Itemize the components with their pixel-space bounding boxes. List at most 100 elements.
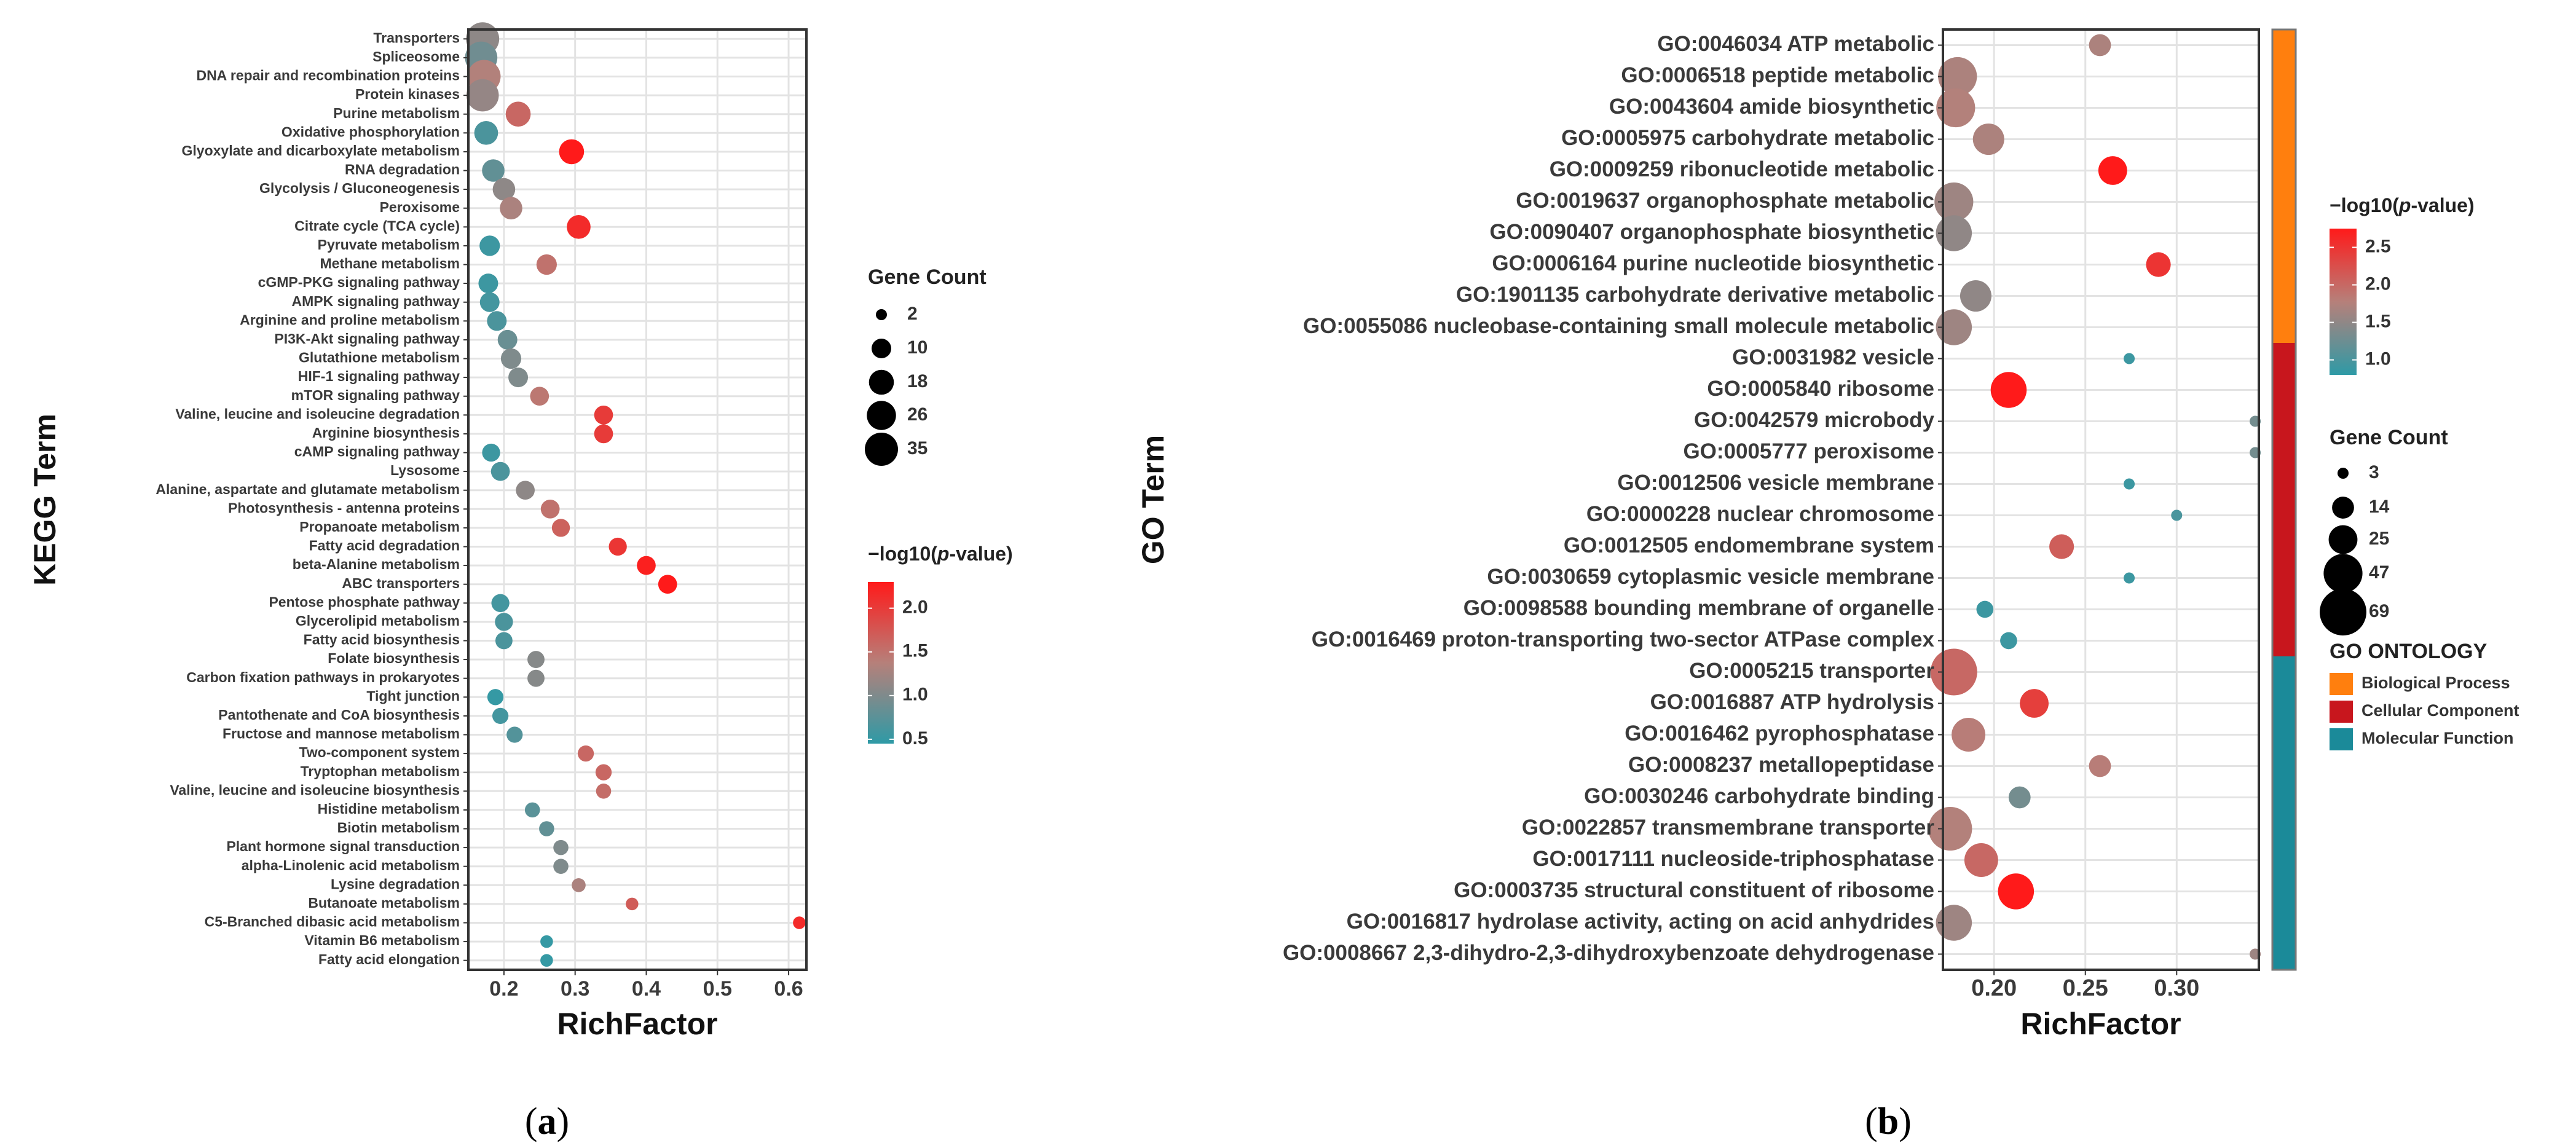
y-tick-label: GO:1901135 carbohydrate derivative metab… xyxy=(1456,283,1934,307)
data-point xyxy=(1934,182,1974,222)
data-point xyxy=(1936,905,1972,941)
colorbar-tick-label: 1.5 xyxy=(2365,311,2391,331)
y-tick-label: GO:0090407 organophosphate biosynthetic xyxy=(1490,220,1935,244)
data-point xyxy=(474,120,498,145)
colorbar-tick-label: 2.0 xyxy=(902,597,928,618)
colorbar-tick-label: 1.0 xyxy=(902,685,928,705)
ontology-bar-segment xyxy=(2272,29,2296,343)
y-tick-label: GO:0012506 vesicle membrane xyxy=(1617,471,1934,495)
colorbar-tick-label: 1.5 xyxy=(902,641,928,661)
data-point xyxy=(1928,806,1972,851)
data-point xyxy=(539,821,554,836)
data-point xyxy=(1976,600,1994,618)
x-tick-label: 0.6 xyxy=(774,977,803,1001)
data-point xyxy=(492,707,509,725)
size-legend-dot xyxy=(2332,497,2354,519)
colorbar-tick-label: 1.0 xyxy=(2365,349,2391,369)
y-tick-label: HIF-1 signaling pathway xyxy=(298,368,460,384)
x-tick-label: 0.5 xyxy=(703,977,732,1001)
y-tick-label: GO:0046034 ATP metabolic xyxy=(1657,32,1934,56)
data-point xyxy=(577,745,594,762)
data-point xyxy=(2146,252,2171,277)
y-tick-label: Pantothenate and CoA biosynthesis xyxy=(218,707,460,723)
data-point xyxy=(2124,572,2135,584)
size-legend-dot xyxy=(867,401,896,430)
y-tick-label: Propanoate metabolism xyxy=(299,519,460,535)
data-point xyxy=(2020,689,2049,718)
size-legend-title: Gene Count xyxy=(2330,426,2448,449)
data-point xyxy=(1936,88,1975,128)
ontology-bar-frame xyxy=(2271,28,2297,971)
colorbar-tick-label: 2.0 xyxy=(2365,273,2391,294)
size-legend-label: 18 xyxy=(907,371,928,391)
data-point xyxy=(540,935,553,948)
y-tick-label: Vitamin B6 metabolism xyxy=(304,932,460,948)
y-tick-label: Arginine biosynthesis xyxy=(312,425,460,441)
data-point xyxy=(1998,873,2034,910)
y-tick-label: GO:0043604 amide biosynthetic xyxy=(1609,95,1934,119)
y-tick-label: Lysine degradation xyxy=(331,876,460,892)
y-tick-label: Methane metabolism xyxy=(320,256,460,272)
data-point xyxy=(1964,843,1998,877)
data-point xyxy=(540,954,553,967)
x-tick-label: 0.2 xyxy=(489,977,518,1001)
size-legend-label: 2 xyxy=(907,304,918,324)
y-tick-label: GO:0012505 endomembrane system xyxy=(1564,533,1934,557)
y-tick-label: Fructose and mannose metabolism xyxy=(223,726,460,742)
y-tick-label: Fatty acid degradation xyxy=(309,538,460,554)
y-tick-label: Peroxisome xyxy=(380,199,460,215)
y-tick-label: GO:0016817 hydrolase activity, acting on… xyxy=(1347,910,1934,934)
data-point xyxy=(626,897,639,911)
y-axis-title: GO Term xyxy=(1136,435,1170,564)
y-tick-label: mTOR signaling pathway xyxy=(291,387,460,403)
data-point xyxy=(1936,215,1972,251)
data-point xyxy=(495,632,513,650)
plot-frame xyxy=(467,28,808,971)
size-legend-dot xyxy=(865,433,898,466)
y-tick-label: GO:0005840 ribosome xyxy=(1707,377,1934,401)
y-tick-label: Photosynthesis - antenna proteins xyxy=(228,500,460,516)
y-tick-label: Fatty acid biosynthesis xyxy=(304,632,460,648)
data-point xyxy=(595,764,612,780)
y-tick-label: Spliceosome xyxy=(372,49,460,65)
y-tick-label: GO:0008667 2,3-dihydro-2,3-dihydroxybenz… xyxy=(1283,941,1934,965)
data-point xyxy=(1990,372,2027,408)
y-tick-label: Biotin metabolism xyxy=(337,820,460,836)
data-point xyxy=(530,387,549,406)
y-tick-label: Histidine metabolism xyxy=(318,801,460,817)
y-tick-label: Two-component system xyxy=(299,744,460,760)
data-point xyxy=(506,726,523,743)
x-tick-label: 0.4 xyxy=(632,977,661,1001)
y-tick-label: GO:0031982 vesicle xyxy=(1732,345,1934,369)
x-axis-title: RichFactor xyxy=(2020,1007,2181,1041)
y-tick-label: Oxidative phosphorylation xyxy=(282,124,460,140)
y-tick-label: GO:0030659 cytoplasmic vesicle membrane xyxy=(1487,565,1934,589)
y-tick-label: C5-Branched dibasic acid metabolism xyxy=(205,914,460,930)
data-point xyxy=(551,519,570,537)
ontology-legend-title: GO ONTOLOGY xyxy=(2330,640,2487,663)
y-tick-label: RNA degradation xyxy=(345,162,460,178)
size-legend-label: 35 xyxy=(907,438,928,458)
y-tick-label: GO:0005975 carbohydrate metabolic xyxy=(1561,126,1934,150)
y-tick-label: Citrate cycle (TCA cycle) xyxy=(294,218,460,234)
x-axis-title: RichFactor xyxy=(557,1007,717,1041)
size-legend-dot xyxy=(2338,468,2349,479)
y-tick-label: GO:0098588 bounding membrane of organell… xyxy=(1463,596,1934,620)
data-point xyxy=(487,689,504,706)
y-tick-label: Arginine and proline metabolism xyxy=(240,312,460,328)
data-point xyxy=(478,273,498,294)
data-point xyxy=(609,537,627,556)
colorbar-b xyxy=(2330,229,2357,375)
size-legend-label: 26 xyxy=(907,404,928,425)
y-tick-label: Carbon fixation pathways in prokaryotes xyxy=(186,669,460,685)
y-tick-label: GO:0016462 pyrophosphatase xyxy=(1625,721,1934,745)
y-tick-label: Glycerolipid metabolism xyxy=(296,613,460,629)
y-tick-label: GO:0030246 carbohydrate binding xyxy=(1584,784,1934,808)
y-tick-label: cGMP-PKG signaling pathway xyxy=(258,274,460,290)
colorbar-tick-label: 0.5 xyxy=(902,728,928,749)
ontology-bar-segment xyxy=(2272,343,2296,656)
plot-frame xyxy=(1942,28,2260,971)
size-legend-dot xyxy=(2328,525,2358,554)
panel-b-go-dotplot: GO:0046034 ATP metabolic GO:0006518 pepti… xyxy=(1136,28,2519,1142)
